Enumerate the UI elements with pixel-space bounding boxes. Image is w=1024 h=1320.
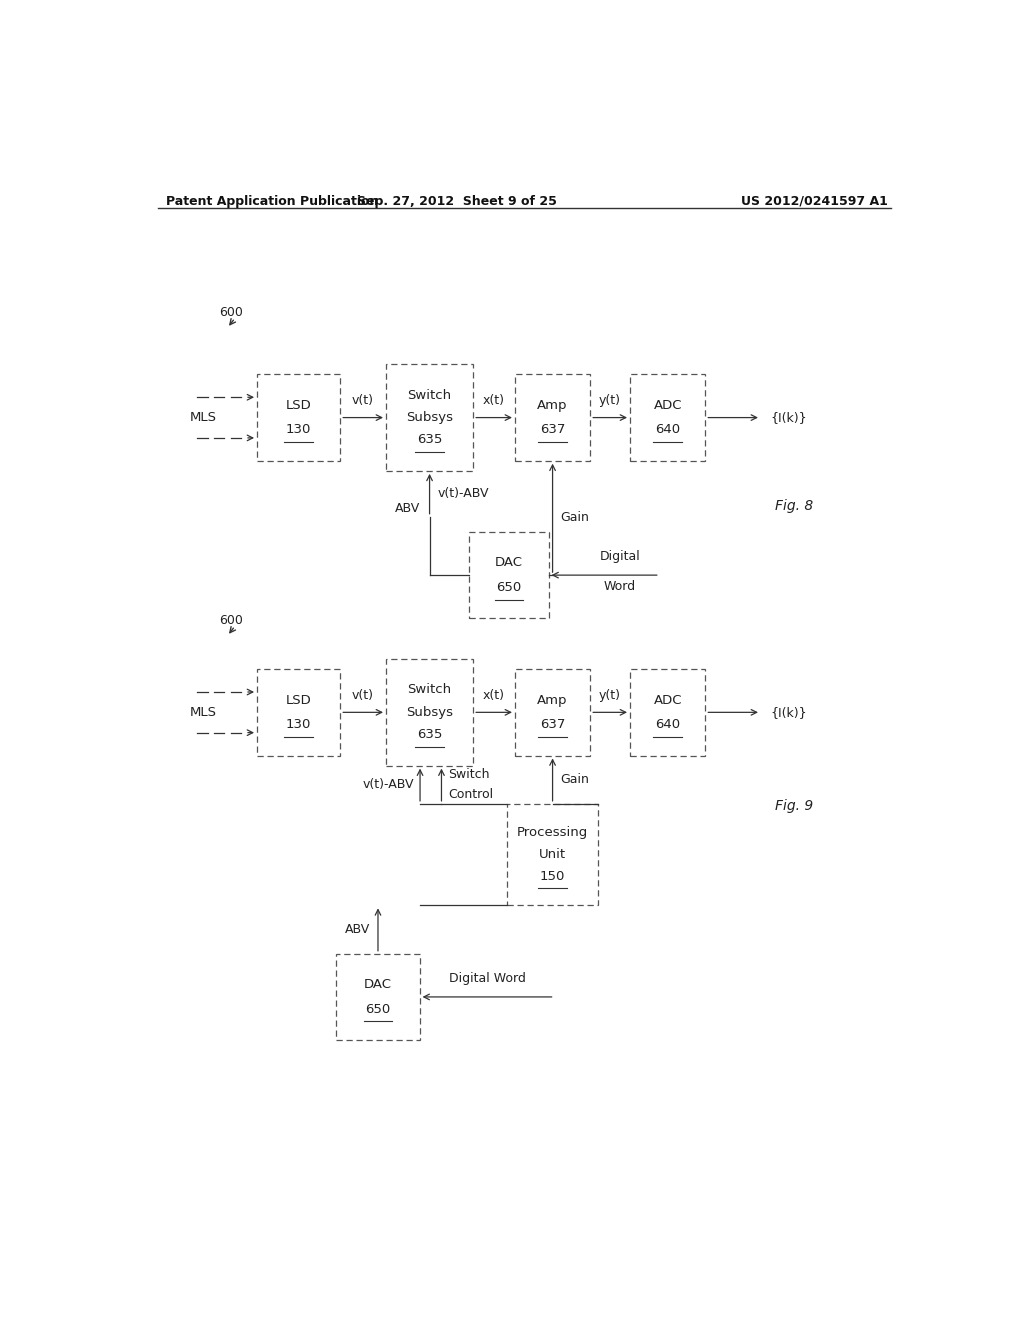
Text: 130: 130: [286, 424, 311, 437]
Text: ABV: ABV: [395, 502, 420, 515]
Text: 150: 150: [540, 870, 565, 883]
Bar: [386, 364, 473, 471]
Text: 637: 637: [540, 718, 565, 731]
Text: v(t): v(t): [352, 395, 374, 408]
Bar: [469, 532, 549, 618]
Text: Switch: Switch: [408, 684, 452, 697]
Text: Word: Word: [604, 581, 636, 593]
Text: 635: 635: [417, 433, 442, 446]
Text: {I(k)}: {I(k)}: [770, 706, 807, 719]
Text: v(t)-ABV: v(t)-ABV: [437, 487, 489, 500]
Text: DAC: DAC: [364, 978, 392, 991]
Bar: [515, 669, 590, 755]
Text: 635: 635: [417, 729, 442, 742]
Text: Gain: Gain: [560, 511, 590, 524]
Bar: [257, 375, 340, 461]
Bar: [515, 375, 590, 461]
Text: Subsys: Subsys: [407, 706, 453, 719]
Text: Digital Word: Digital Word: [449, 972, 525, 985]
Bar: [507, 804, 598, 906]
Text: 640: 640: [655, 424, 680, 437]
Text: ADC: ADC: [653, 399, 682, 412]
Text: Amp: Amp: [538, 399, 568, 412]
Text: {I(k)}: {I(k)}: [770, 411, 807, 424]
Bar: [386, 659, 473, 766]
Text: x(t): x(t): [483, 395, 505, 408]
Text: 650: 650: [497, 581, 521, 594]
Text: Digital: Digital: [600, 550, 640, 562]
Text: Processing: Processing: [517, 826, 588, 838]
Text: MLS: MLS: [189, 706, 217, 719]
Text: Unit: Unit: [539, 849, 566, 861]
Text: Switch: Switch: [408, 388, 452, 401]
Text: y(t): y(t): [599, 689, 622, 702]
Text: x(t): x(t): [483, 689, 505, 702]
Text: y(t): y(t): [599, 395, 622, 408]
Bar: [630, 375, 706, 461]
Text: Control: Control: [447, 788, 493, 801]
Text: 640: 640: [655, 718, 680, 731]
Bar: [257, 669, 340, 755]
Text: ADC: ADC: [653, 693, 682, 706]
Text: DAC: DAC: [495, 557, 523, 569]
Text: v(t): v(t): [352, 689, 374, 702]
Text: Patent Application Publication: Patent Application Publication: [166, 195, 379, 209]
Text: MLS: MLS: [189, 411, 217, 424]
Text: Switch: Switch: [447, 768, 489, 781]
Text: Fig. 8: Fig. 8: [775, 499, 813, 513]
Bar: [336, 954, 420, 1040]
Text: v(t)-ABV: v(t)-ABV: [362, 779, 414, 791]
Text: Fig. 9: Fig. 9: [775, 799, 813, 813]
Text: Sep. 27, 2012  Sheet 9 of 25: Sep. 27, 2012 Sheet 9 of 25: [357, 195, 557, 209]
Text: Subsys: Subsys: [407, 411, 453, 424]
Text: LSD: LSD: [286, 693, 311, 706]
Text: Gain: Gain: [560, 774, 590, 787]
Bar: [630, 669, 706, 755]
Text: US 2012/0241597 A1: US 2012/0241597 A1: [741, 195, 888, 209]
Text: LSD: LSD: [286, 399, 311, 412]
Text: 600: 600: [219, 306, 243, 318]
Text: Amp: Amp: [538, 693, 568, 706]
Text: 130: 130: [286, 718, 311, 731]
Text: 637: 637: [540, 424, 565, 437]
Text: 600: 600: [219, 614, 243, 627]
Text: ABV: ABV: [345, 923, 370, 936]
Text: 650: 650: [366, 1003, 390, 1015]
